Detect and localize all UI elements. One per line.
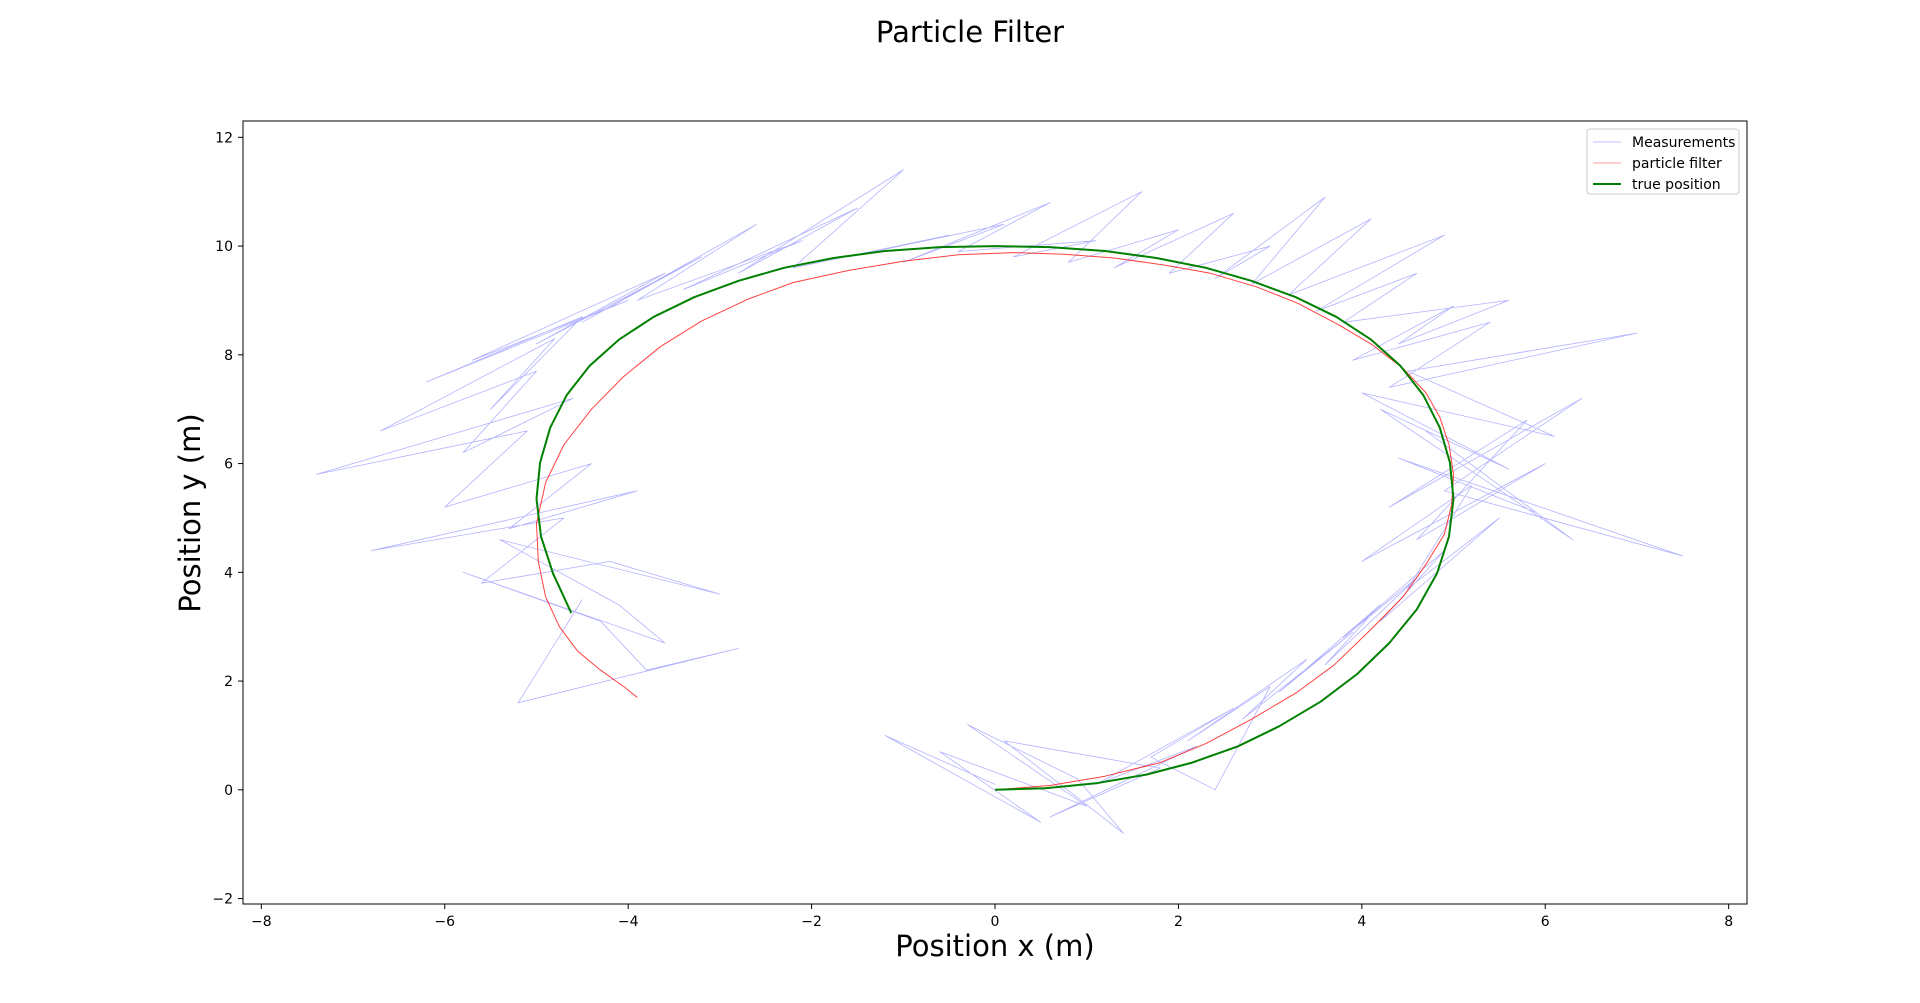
y-axis-ticks: −2 0 2 4 6 8 10 12 xyxy=(212,130,243,908)
series-layer xyxy=(315,169,1684,834)
x-tick-label: −8 xyxy=(251,914,272,930)
y-tick-label: 10 xyxy=(215,239,233,255)
series-line-true-position xyxy=(535,245,1455,791)
y-tick-label: −2 xyxy=(212,892,233,908)
x-tick-label: −2 xyxy=(801,914,822,930)
legend-label-true-position: true position xyxy=(1632,177,1721,193)
y-tick-label: 4 xyxy=(224,565,233,581)
x-tick-label: 0 xyxy=(991,914,1000,930)
x-axis-ticks: −8 −6 −4 −2 0 2 4 6 8 xyxy=(251,904,1733,930)
y-tick-label: 8 xyxy=(224,348,233,364)
legend: Measurements particle filter true positi… xyxy=(1586,128,1740,195)
x-tick-label: −6 xyxy=(434,914,455,930)
x-axis-label: Position x (m) xyxy=(895,929,1094,963)
legend-label-particle-filter: particle filter xyxy=(1632,156,1722,172)
chart-title: Particle Filter xyxy=(876,15,1064,49)
legend-label-measurements: Measurements xyxy=(1632,135,1735,151)
series-line-particle-filter xyxy=(536,252,1454,791)
y-axis-label: Position y (m) xyxy=(173,413,207,612)
x-tick-label: 4 xyxy=(1357,914,1366,930)
series-line-measurements xyxy=(315,169,1684,834)
y-tick-label: 6 xyxy=(224,457,233,473)
legend-box xyxy=(1586,128,1740,195)
x-tick-label: 8 xyxy=(1724,914,1733,930)
x-tick-label: −4 xyxy=(618,914,639,930)
plot-frame xyxy=(242,120,1748,905)
y-tick-label: 0 xyxy=(224,783,233,799)
x-tick-label: 2 xyxy=(1174,914,1183,930)
y-tick-label: 2 xyxy=(224,674,233,690)
plot-area: −8 −6 −4 −2 0 2 4 6 8 −2 0 2 4 6 8 10 12 xyxy=(212,120,1748,930)
y-tick-label: 12 xyxy=(215,130,233,146)
x-tick-label: 6 xyxy=(1541,914,1550,930)
